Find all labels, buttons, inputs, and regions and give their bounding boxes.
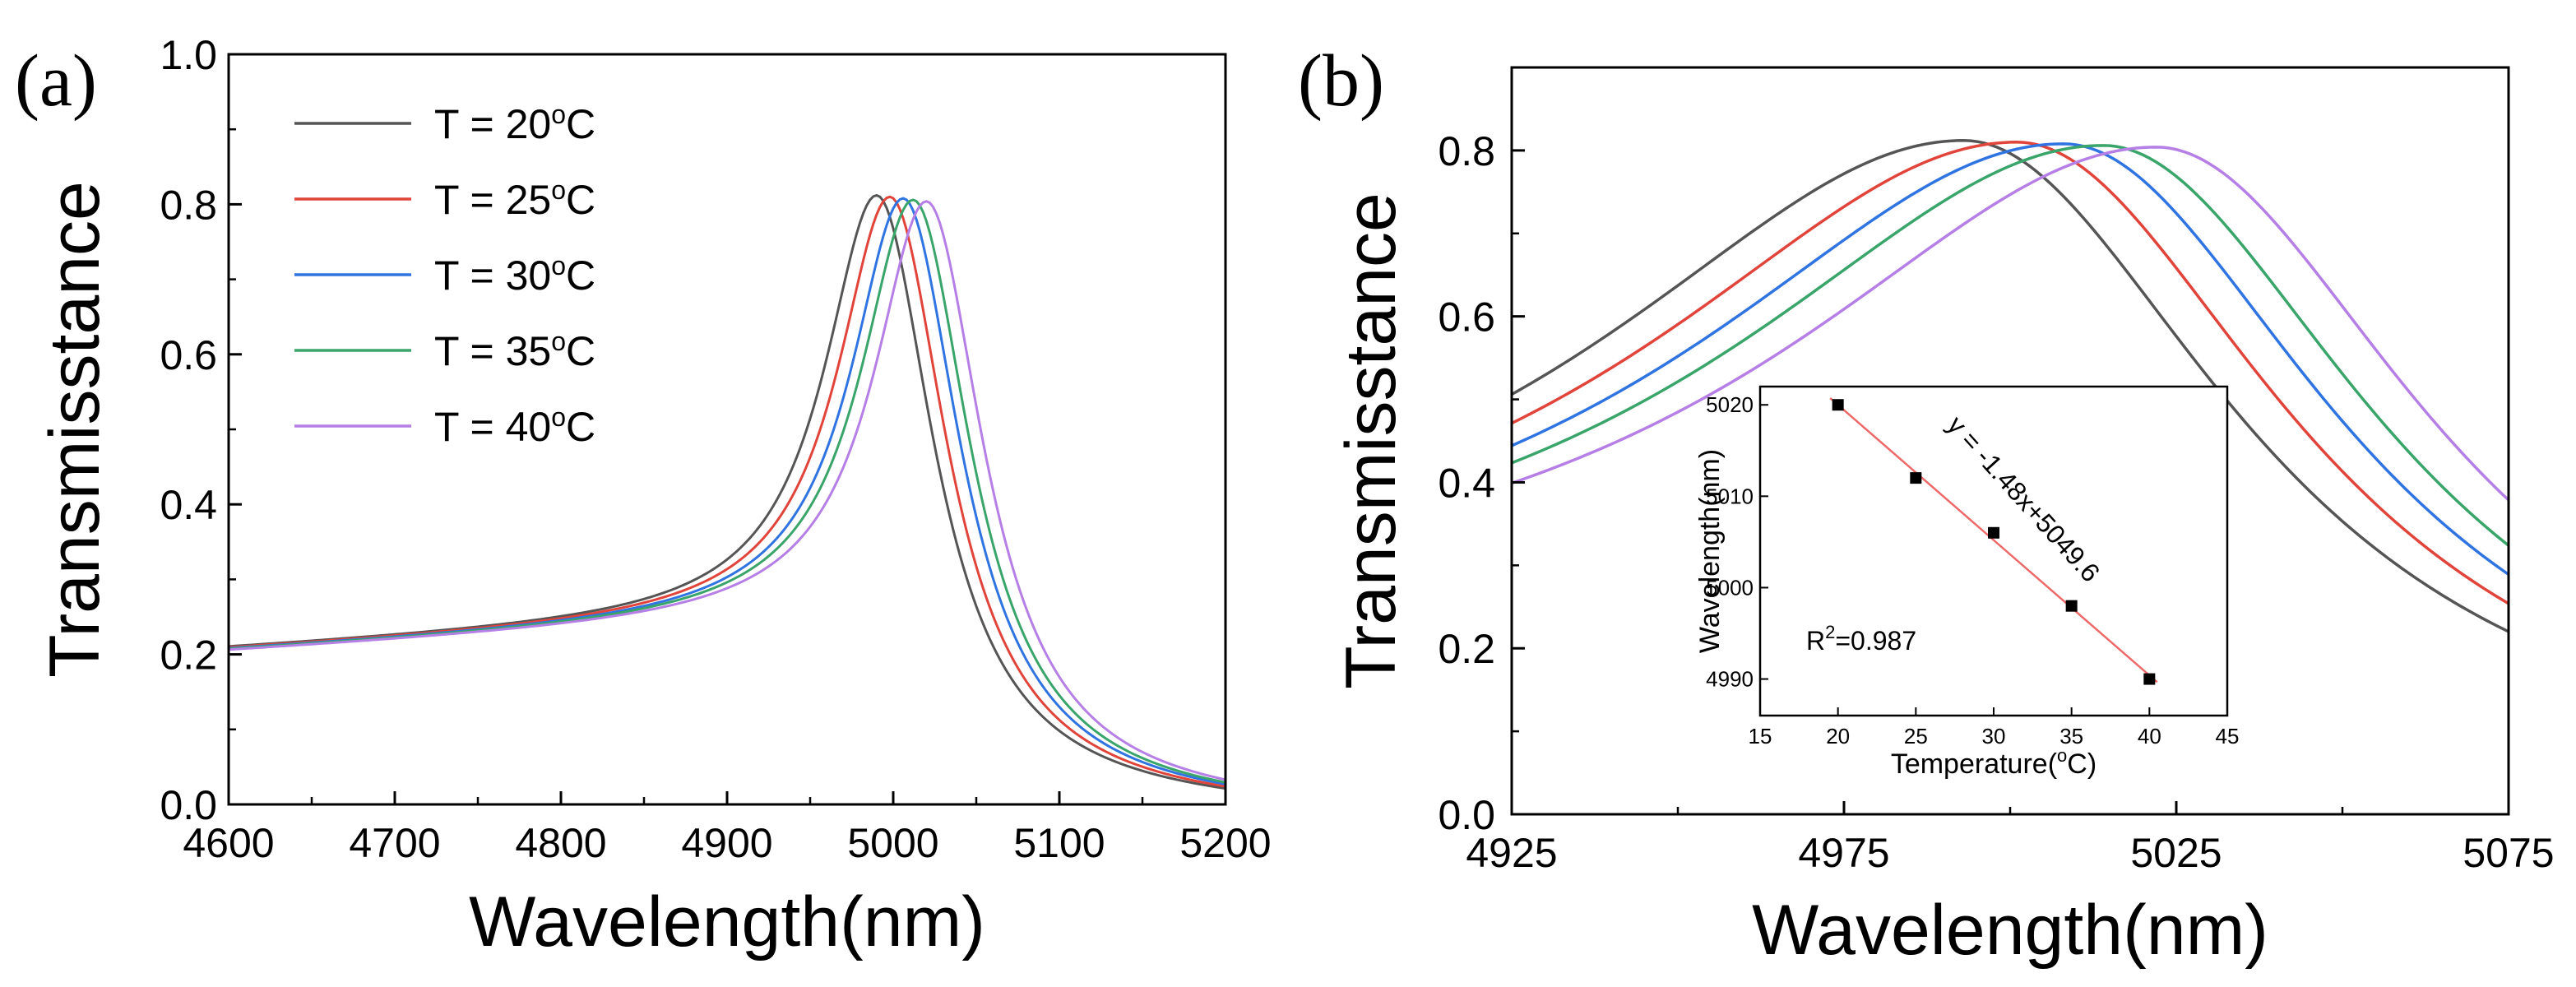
inset-xtick-label: 30: [1982, 724, 2006, 748]
b-xtick-label: 4925: [1466, 830, 1557, 876]
panel-label-b: (b): [1298, 40, 1384, 122]
inset-frame: [1758, 385, 2229, 717]
inset-ytick-label: 5010: [1706, 484, 1754, 508]
a-xtick-label: 4800: [515, 820, 606, 866]
a-ytick-label: 0.2: [160, 633, 217, 679]
b-xticks: 4925 4975 5025 5075: [1466, 801, 2555, 876]
a-axes-frame: [227, 53, 1227, 806]
b-series-line-1: [1511, 139, 2509, 633]
panel-label-a: (a): [15, 40, 97, 122]
inset: 15 20 25 30 35 40 45 4990 5000 5010 5020 Temperat…: [1694, 385, 2240, 780]
a-curves: [228, 193, 1226, 790]
inset-x-axis-title: Temperature(oC): [1891, 745, 2096, 780]
b-series-line-5: [1511, 146, 2510, 502]
a-xticks: 4600 4700 4800 4900 5000 5100 5200: [183, 791, 1272, 866]
a-legend-label-2: T = 25oC: [434, 175, 595, 223]
a-x-axis-title: Wavelength(nm): [469, 883, 985, 962]
inset-points: [1832, 399, 2156, 685]
inset-point-1: [1832, 399, 1844, 411]
a-series-line-3: [228, 197, 1226, 785]
b-xtick-label: 5075: [2462, 830, 2554, 876]
panel-a: (a) 4600 4700 4800 4900 5000 5100 5200 0.00.20…: [15, 32, 1272, 962]
a-xtick-label: 4900: [681, 820, 772, 866]
inset-xtick-label: 40: [2138, 724, 2161, 748]
a-legend: T = 20oC T = 25oC T = 30oC T = 35oC T = 40oC: [294, 100, 595, 450]
a-ytick-label: 0.6: [160, 332, 217, 378]
a-legend-label-3: T = 30oC: [434, 251, 595, 299]
b-yticks: 0.0 0.2 0.4 0.6 0.8: [1438, 66, 1525, 838]
a-ytick-label: 0.4: [160, 482, 217, 528]
inset-ytick-label: 5000: [1706, 575, 1754, 600]
inset-ytick-label: 5020: [1706, 392, 1754, 417]
inset-yticks: 4990 5000 5010 5020: [1706, 392, 1768, 692]
inset-xtick-label: 15: [1749, 724, 1772, 748]
a-legend-label-1: T = 20oC: [434, 100, 595, 147]
inset-ytick-label: 4990: [1706, 667, 1754, 692]
b-ytick-label: 0.8: [1438, 128, 1495, 174]
panel-b: (b) 4925 4975 5025 5075 0.0 0.2 0.4 0.6 0.8 Wav…: [1298, 40, 2555, 970]
inset-y-axis-title: Wavelength(nm): [1694, 449, 1726, 653]
b-series-line-3: [1511, 142, 2510, 576]
inset-point-5: [2143, 673, 2156, 685]
inset-xtick-label: 35: [2059, 724, 2083, 748]
a-xtick-label: 4700: [349, 820, 440, 866]
a-legend-label-5: T = 40oC: [434, 402, 595, 450]
b-xtick-label: 5025: [2130, 830, 2222, 876]
b-ytick-label: 0.4: [1438, 460, 1495, 506]
a-y-axis-title: Transmisstance: [35, 181, 114, 678]
b-ytick-label: 0.6: [1438, 294, 1495, 341]
inset-xtick-label: 20: [1826, 724, 1850, 748]
inset-xticks: 15 20 25 30 35 40 45: [1749, 707, 2240, 748]
inset-xtick-label: 45: [2216, 724, 2240, 748]
b-curves: [1511, 139, 2510, 633]
a-series-line-5: [228, 200, 1226, 781]
a-xtick-label: 5000: [847, 820, 938, 866]
inset-r-squared: R2=0.987: [1806, 622, 1916, 656]
a-xtick-label: 5100: [1013, 820, 1105, 866]
b-ytick-label: 0.2: [1438, 626, 1495, 672]
a-legend-label-4: T = 35oC: [434, 327, 595, 374]
a-ytick-label: 0.0: [160, 782, 217, 828]
b-series-line-2: [1511, 141, 2509, 605]
a-xtick-label: 4600: [183, 820, 274, 866]
b-xtick-label: 4975: [1798, 830, 1889, 876]
inset-point-4: [2065, 600, 2078, 612]
inset-fit: [1829, 397, 2158, 683]
a-xtick-label: 5200: [1179, 820, 1271, 866]
inset-fit-line: [1829, 397, 2158, 683]
inset-xtick-label: 25: [1904, 724, 1928, 748]
b-y-axis-title: Transmisstance: [1332, 192, 1411, 689]
a-ytick-label: 1.0: [160, 32, 217, 78]
a-yticks: 0.0 0.2 0.4 0.6 0.8 1.0: [160, 32, 242, 828]
a-series-line-4: [228, 198, 1226, 784]
inset-point-2: [1910, 472, 1922, 484]
b-ytick-label: 0.0: [1438, 792, 1495, 838]
b-x-axis-title: Wavelength(nm): [1752, 891, 2268, 970]
b-series-line-4: [1511, 144, 2510, 547]
a-ytick-label: 0.8: [160, 182, 217, 228]
inset-point-3: [1988, 526, 1999, 539]
